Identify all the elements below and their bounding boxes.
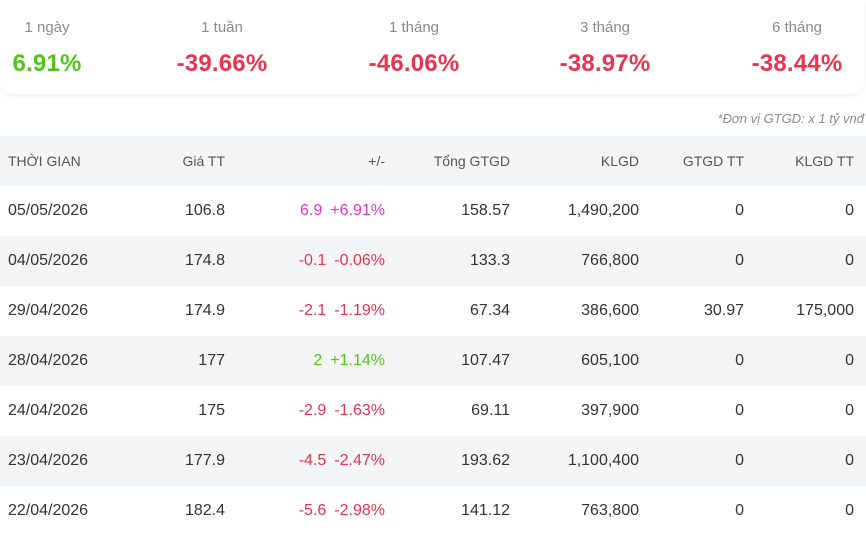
row-change-pct: -1.63% (334, 402, 385, 419)
row-negotiated-volume: 0 (845, 352, 854, 369)
row-price: 177.9 (184, 452, 225, 469)
row-date: 24/04/2026 (8, 402, 89, 419)
table-row[interactable]: 22/04/2026 182.4 -5.6 -2.98% 141.12 763,8… (0, 486, 866, 536)
row-change: -0.1 -0.06% (299, 236, 385, 286)
header-negotiated-value[interactable]: GTGD TT (682, 153, 744, 169)
table-row[interactable]: 05/05/2026 106.8 6.9 +6.91% 158.57 1,490,… (0, 186, 866, 236)
row-date: 29/04/2026 (8, 302, 89, 319)
perf-6-months: 6 tháng -38.44% (722, 0, 866, 94)
row-change-abs: -5.6 (298, 502, 327, 519)
row-change-abs: -2.9 (298, 402, 327, 419)
header-change[interactable]: +/- (368, 153, 385, 169)
row-volume: 397,900 (581, 402, 639, 419)
table-row[interactable]: 24/04/2026 175 -2.9 -1.63% 69.11 397,900 … (0, 386, 866, 436)
row-volume: 386,600 (581, 302, 639, 319)
row-change-pct: -2.98% (334, 502, 385, 519)
perf-1-week: 1 tuần -39.66% (147, 0, 297, 94)
perf-label: 1 tháng (388, 19, 440, 36)
perf-3-months: 3 tháng -38.97% (530, 0, 680, 94)
row-negotiated-volume: 0 (845, 502, 854, 519)
row-date: 23/04/2026 (8, 452, 89, 469)
perf-value: 6.91% (12, 50, 82, 77)
row-change: -2.1 -1.19% (299, 286, 385, 336)
row-price: 106.8 (184, 202, 225, 219)
row-negotiated-volume: 0 (845, 402, 854, 419)
row-negotiated-volume: 0 (845, 252, 854, 269)
row-negotiated-volume: 0 (845, 202, 854, 219)
perf-label: 1 tuần (201, 19, 243, 36)
row-total-value: 158.57 (461, 202, 510, 219)
row-price: 174.8 (184, 252, 225, 269)
row-change-abs: -2.1 (298, 302, 327, 319)
row-negotiated-value: 0 (735, 252, 744, 269)
row-change-abs: -4.5 (298, 452, 327, 469)
row-change-abs: -0.1 (298, 252, 327, 269)
perf-1-day: 1 ngày 6.91% (0, 0, 122, 94)
row-negotiated-value: 0 (735, 502, 744, 519)
perf-value: -39.66% (176, 50, 268, 77)
row-price: 175 (198, 402, 225, 419)
header-total-value[interactable]: Tổng GTGD (433, 153, 510, 169)
row-price: 174.9 (184, 302, 225, 319)
header-price[interactable]: Giá TT (182, 153, 225, 169)
trading-history-table: THỜI GIAN Giá TT +/- Tổng GTGD KLGD GTGD… (0, 136, 866, 536)
header-date[interactable]: THỜI GIAN (8, 153, 81, 169)
unit-note: *Đơn vị GTGD: x 1 tỷ vnđ (717, 111, 864, 126)
row-date: 05/05/2026 (8, 202, 89, 219)
header-volume[interactable]: KLGD (600, 153, 639, 169)
perf-label: 1 ngày (24, 19, 70, 36)
performance-summary-card: 1 ngày 6.91% 1 tuần -39.66% 1 tháng -46.… (0, 0, 864, 94)
row-change-pct: +1.14% (330, 352, 385, 369)
row-change: 2 +1.14% (313, 336, 385, 386)
row-volume: 763,800 (581, 502, 639, 519)
row-change: -4.5 -2.47% (299, 436, 385, 486)
row-change: 6.9 +6.91% (300, 186, 385, 236)
row-change-abs: 2 (313, 352, 323, 369)
row-date: 04/05/2026 (8, 252, 89, 269)
row-change-pct: +6.91% (330, 202, 385, 219)
row-total-value: 133.3 (469, 252, 510, 269)
perf-value: -38.97% (559, 50, 651, 77)
row-negotiated-value: 30.97 (703, 302, 744, 319)
row-negotiated-value: 0 (735, 202, 744, 219)
row-price: 177 (198, 352, 225, 369)
row-volume: 766,800 (581, 252, 639, 269)
table-row[interactable]: 04/05/2026 174.8 -0.1 -0.06% 133.3 766,80… (0, 236, 866, 286)
row-volume: 605,100 (581, 352, 639, 369)
row-volume: 1,490,200 (567, 202, 639, 219)
row-negotiated-value: 0 (735, 452, 744, 469)
row-total-value: 67.34 (469, 302, 510, 319)
row-change: -5.6 -2.98% (299, 486, 385, 536)
row-negotiated-volume: 0 (845, 452, 854, 469)
row-date: 22/04/2026 (8, 502, 89, 519)
perf-value: -38.44% (751, 50, 843, 77)
row-negotiated-volume: 175,000 (796, 302, 854, 319)
row-price: 182.4 (184, 502, 225, 519)
table-row[interactable]: 23/04/2026 177.9 -4.5 -2.47% 193.62 1,100… (0, 436, 866, 486)
table-row[interactable]: 29/04/2026 174.9 -2.1 -1.19% 67.34 386,60… (0, 286, 866, 336)
table-row[interactable]: 28/04/2026 177 2 +1.14% 107.47 605,100 0 … (0, 336, 866, 386)
header-negotiated-volume[interactable]: KLGD TT (795, 153, 854, 169)
perf-label: 6 tháng (771, 19, 823, 36)
row-volume: 1,100,400 (567, 452, 639, 469)
row-change: -2.9 -1.63% (299, 386, 385, 436)
table-header: THỜI GIAN Giá TT +/- Tổng GTGD KLGD GTGD… (0, 136, 866, 186)
row-negotiated-value: 0 (735, 402, 744, 419)
row-total-value: 141.12 (461, 502, 510, 519)
perf-value: -46.06% (368, 50, 460, 77)
row-date: 28/04/2026 (8, 352, 89, 369)
row-total-value: 193.62 (461, 452, 510, 469)
row-total-value: 107.47 (461, 352, 510, 369)
row-change-pct: -2.47% (334, 452, 385, 469)
row-negotiated-value: 0 (735, 352, 744, 369)
perf-1-month: 1 tháng -46.06% (339, 0, 489, 94)
row-change-abs: 6.9 (300, 202, 323, 219)
row-total-value: 69.11 (471, 402, 510, 419)
row-change-pct: -1.19% (334, 302, 385, 319)
perf-label: 3 tháng (579, 19, 631, 36)
row-change-pct: -0.06% (334, 252, 385, 269)
